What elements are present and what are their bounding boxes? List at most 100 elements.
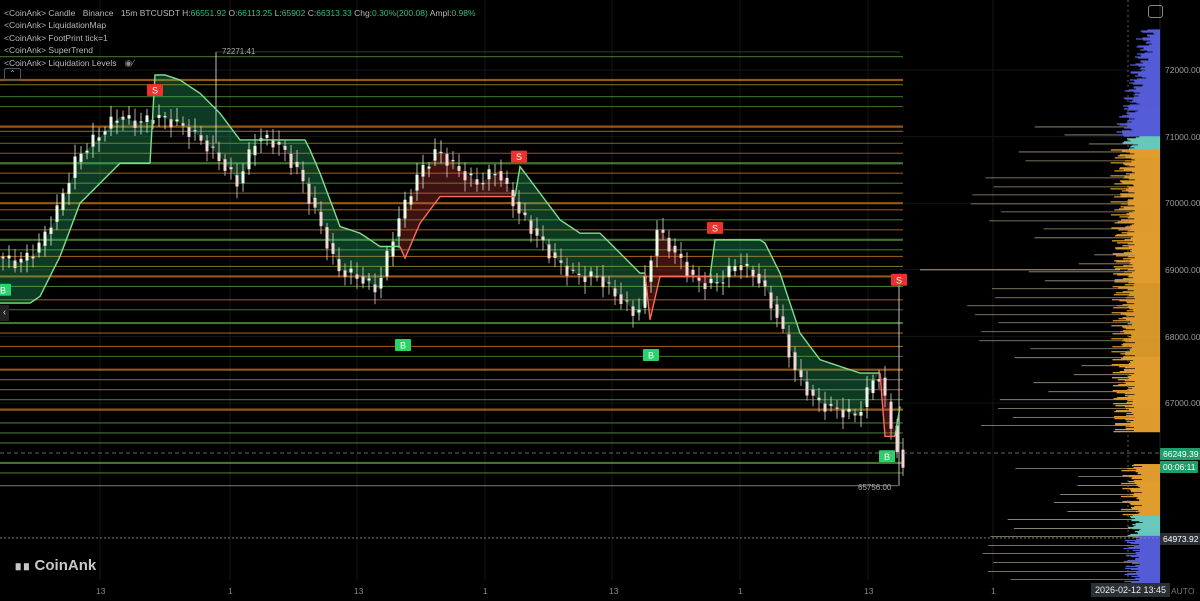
legend-l-label: L:: [274, 8, 282, 18]
bullish-candle: [391, 241, 395, 257]
bullish-candle: [139, 121, 143, 123]
bearish-candle: [607, 282, 611, 284]
bullish-candle: [103, 131, 107, 135]
bullish-candle: [49, 227, 53, 234]
bearish-candle: [187, 127, 191, 137]
bearish-candle: [505, 177, 509, 184]
bullish-candle: [727, 265, 731, 278]
legend-supertrend[interactable]: <CoinAnk> SuperTrend: [4, 45, 93, 56]
bearish-candle: [529, 220, 533, 234]
bullish-candle: [73, 156, 77, 178]
bearish-candle: [841, 409, 845, 418]
legend-low: 65902: [281, 8, 306, 18]
sell-signal: S: [891, 273, 907, 286]
scroll-left-icon[interactable]: ‹: [0, 305, 9, 321]
buy-signal: B: [0, 283, 11, 296]
bearish-candle: [577, 273, 581, 275]
bearish-candle: [781, 316, 785, 329]
legend-exchange: Binance: [82, 8, 114, 18]
legend-ampl-label: Ampl:: [429, 8, 452, 18]
bearish-candle: [205, 140, 209, 152]
signal-label: S: [712, 223, 718, 233]
bearish-candle: [229, 167, 233, 170]
uptrend-fill: [0, 116, 150, 304]
bearish-candle: [787, 334, 791, 358]
time-label: 13: [864, 586, 874, 596]
bearish-candle: [313, 197, 317, 208]
high-annotation: 72271.41: [222, 47, 256, 56]
bullish-candle: [265, 134, 269, 138]
legend-high: 66551.92: [190, 8, 227, 18]
crosshair-price-tag: 64973.92: [1160, 533, 1200, 545]
signal-label: B: [400, 341, 406, 351]
bearish-candle: [697, 277, 701, 281]
legend-liquidation-map[interactable]: <CoinAnk> LiquidationMap: [4, 20, 107, 31]
bearish-candle: [277, 141, 281, 145]
bearish-candle: [301, 169, 305, 182]
bullish-candle: [127, 115, 131, 119]
bearish-candle: [499, 171, 503, 181]
bullish-candle: [649, 260, 653, 282]
legend-o-label: O:: [228, 8, 238, 18]
collapse-legend-button[interactable]: ⌃: [4, 68, 21, 81]
bullish-candle: [637, 309, 641, 313]
candle-legend[interactable]: <CoinAnk> Candle Binance 15m BTCUSDT H:6…: [4, 7, 476, 19]
downtrend-line: [879, 372, 895, 437]
bullish-candle: [85, 150, 89, 153]
bearish-candle: [235, 175, 239, 187]
uptrend-fill: [515, 166, 645, 317]
bearish-candle: [895, 425, 899, 453]
signal-badge: [707, 221, 723, 234]
bearish-candle: [463, 171, 467, 181]
bullish-candle: [859, 412, 863, 416]
bullish-candle: [97, 137, 101, 141]
bullish-candle: [409, 196, 413, 205]
bearish-candle: [583, 276, 587, 283]
screenshot-icon[interactable]: [1148, 5, 1163, 18]
bearish-candle: [31, 256, 35, 259]
bearish-candle: [547, 244, 551, 259]
bearish-candle: [361, 276, 365, 284]
bearish-candle: [901, 449, 905, 468]
bearish-candle: [571, 269, 575, 271]
uptrend-line: [894, 406, 901, 437]
bearish-candle: [553, 252, 557, 259]
crosshair-time-tag: 2026-02-12 13:45: [1091, 583, 1171, 597]
uptrend-line: [149, 74, 400, 248]
bullish-candle: [715, 282, 719, 284]
legend-footprint[interactable]: <CoinAnk> FootPrint tick=1: [4, 32, 108, 43]
bearish-candle: [763, 280, 767, 287]
buy-signal: B: [879, 450, 895, 463]
price-label: 72000.00: [1165, 65, 1200, 75]
legend-liquidation-levels[interactable]: <CoinAnk> Liquidation Levels ◉∕: [4, 57, 476, 69]
legend-liquidation-levels-label: <CoinAnk> Liquidation Levels: [4, 57, 117, 68]
bearish-candle: [13, 260, 17, 269]
eye-hidden-icon[interactable]: ◉∕: [124, 57, 134, 68]
uptrend-fill: [710, 239, 880, 417]
auto-scale-button[interactable]: AUTO: [1171, 586, 1195, 596]
time-label: 1: [483, 586, 488, 596]
bearish-candle: [805, 381, 809, 396]
bullish-candle: [379, 278, 383, 289]
bearish-candle: [133, 120, 137, 128]
signal-badge: [147, 83, 163, 96]
bullish-candle: [91, 134, 95, 147]
bearish-candle: [307, 183, 311, 204]
bearish-candle: [211, 146, 215, 148]
bearish-candle: [451, 159, 455, 162]
bullish-candle: [733, 266, 737, 272]
bullish-candle: [241, 171, 245, 184]
bearish-candle: [475, 179, 479, 185]
bearish-candle: [445, 153, 449, 166]
bearish-candle: [793, 352, 797, 371]
bearish-candle: [835, 407, 839, 409]
price-label: 69000.00: [1165, 265, 1200, 275]
legend-c-label: C:: [307, 8, 317, 18]
signal-label: B: [884, 452, 890, 462]
bearish-candle: [757, 273, 761, 284]
bearish-candle: [769, 292, 773, 309]
bullish-candle: [427, 166, 431, 169]
coinank-logo-icon: ∎∎: [14, 557, 31, 573]
signal-badge: [0, 283, 11, 296]
